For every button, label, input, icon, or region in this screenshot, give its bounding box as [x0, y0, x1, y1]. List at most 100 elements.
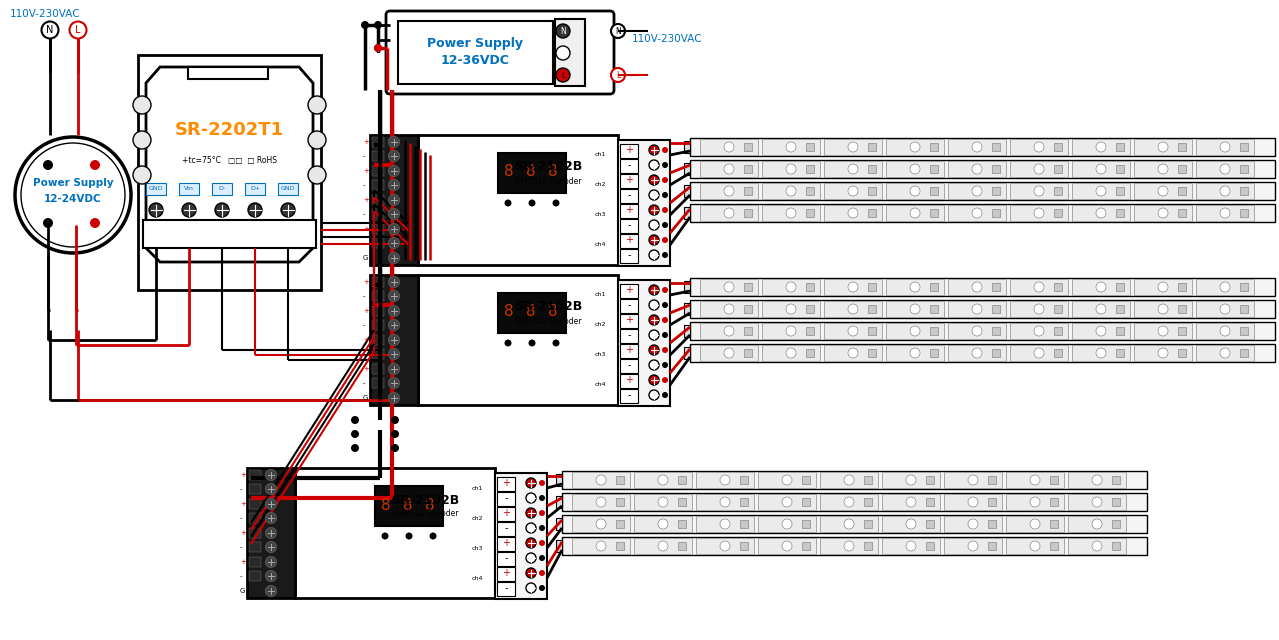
- Circle shape: [556, 24, 570, 38]
- Circle shape: [389, 305, 399, 317]
- Circle shape: [648, 360, 659, 370]
- Bar: [762, 279, 820, 295]
- Text: N: N: [46, 25, 54, 35]
- Bar: [1134, 279, 1192, 295]
- Text: 8: 8: [504, 305, 514, 319]
- Circle shape: [906, 541, 916, 551]
- Text: DMX512 Decoder: DMX512 Decoder: [514, 317, 581, 326]
- Bar: [372, 291, 384, 301]
- Bar: [689, 344, 1275, 362]
- Circle shape: [724, 304, 734, 314]
- Circle shape: [657, 475, 668, 485]
- Circle shape: [648, 330, 659, 340]
- Circle shape: [648, 190, 659, 200]
- Bar: [1117, 283, 1124, 291]
- Bar: [634, 472, 692, 488]
- Circle shape: [538, 510, 545, 516]
- Bar: [372, 224, 384, 234]
- Bar: [620, 314, 638, 328]
- Bar: [993, 305, 1000, 313]
- Bar: [1072, 301, 1131, 317]
- Circle shape: [968, 497, 978, 507]
- Text: 12-24VDC: 12-24VDC: [45, 194, 102, 204]
- Circle shape: [1096, 326, 1106, 336]
- Bar: [865, 476, 872, 484]
- Bar: [1134, 161, 1192, 177]
- Circle shape: [648, 145, 659, 155]
- Bar: [993, 143, 1000, 151]
- Bar: [1054, 283, 1062, 291]
- Bar: [1010, 161, 1068, 177]
- Bar: [987, 542, 996, 550]
- Circle shape: [391, 430, 399, 438]
- Bar: [1241, 283, 1248, 291]
- Bar: [886, 301, 944, 317]
- Bar: [948, 161, 1007, 177]
- Bar: [824, 161, 883, 177]
- Bar: [372, 238, 384, 248]
- Bar: [696, 538, 755, 554]
- Bar: [883, 516, 940, 532]
- Text: +: +: [625, 375, 633, 385]
- Text: +: +: [625, 235, 633, 245]
- Bar: [1196, 279, 1253, 295]
- Bar: [758, 538, 816, 554]
- Circle shape: [968, 475, 978, 485]
- Bar: [1196, 139, 1253, 155]
- Text: ch1: ch1: [472, 486, 482, 490]
- Bar: [634, 494, 692, 510]
- Bar: [806, 349, 813, 357]
- Text: SR-2102B: SR-2102B: [391, 493, 459, 506]
- Bar: [868, 165, 876, 173]
- Circle shape: [844, 519, 854, 529]
- Bar: [1241, 187, 1248, 195]
- Circle shape: [657, 519, 668, 529]
- Bar: [1068, 494, 1126, 510]
- Circle shape: [968, 541, 978, 551]
- Bar: [696, 472, 755, 488]
- Text: +: +: [363, 366, 368, 372]
- Text: -: -: [240, 573, 243, 579]
- Text: +: +: [240, 472, 246, 478]
- Bar: [1054, 143, 1062, 151]
- Circle shape: [657, 541, 668, 551]
- Bar: [744, 349, 752, 357]
- Circle shape: [350, 430, 359, 438]
- Text: -: -: [504, 523, 508, 533]
- Text: SR-2102B: SR-2102B: [514, 161, 582, 173]
- Circle shape: [724, 282, 734, 292]
- Circle shape: [1092, 541, 1102, 551]
- Circle shape: [133, 131, 151, 149]
- Bar: [930, 305, 938, 313]
- Bar: [993, 349, 1000, 357]
- Bar: [556, 496, 561, 508]
- Bar: [883, 472, 940, 488]
- Circle shape: [266, 557, 276, 568]
- Bar: [758, 516, 816, 532]
- Bar: [495, 473, 547, 599]
- Bar: [1134, 205, 1192, 221]
- Circle shape: [663, 177, 668, 183]
- Bar: [758, 494, 816, 510]
- Circle shape: [648, 300, 659, 310]
- Bar: [1050, 476, 1058, 484]
- Bar: [618, 140, 670, 266]
- Text: 8: 8: [526, 305, 536, 319]
- Circle shape: [381, 532, 389, 540]
- Circle shape: [968, 519, 978, 529]
- Bar: [987, 476, 996, 484]
- Bar: [1241, 349, 1248, 357]
- Bar: [372, 166, 384, 176]
- Text: L: L: [75, 25, 81, 35]
- Circle shape: [20, 143, 125, 247]
- Bar: [993, 327, 1000, 335]
- Circle shape: [391, 444, 399, 452]
- Bar: [247, 468, 295, 598]
- Text: -: -: [504, 583, 508, 593]
- Circle shape: [308, 131, 326, 149]
- Bar: [556, 518, 561, 530]
- Circle shape: [1033, 348, 1044, 358]
- Bar: [1010, 205, 1068, 221]
- Bar: [820, 472, 877, 488]
- Text: 8: 8: [504, 164, 514, 179]
